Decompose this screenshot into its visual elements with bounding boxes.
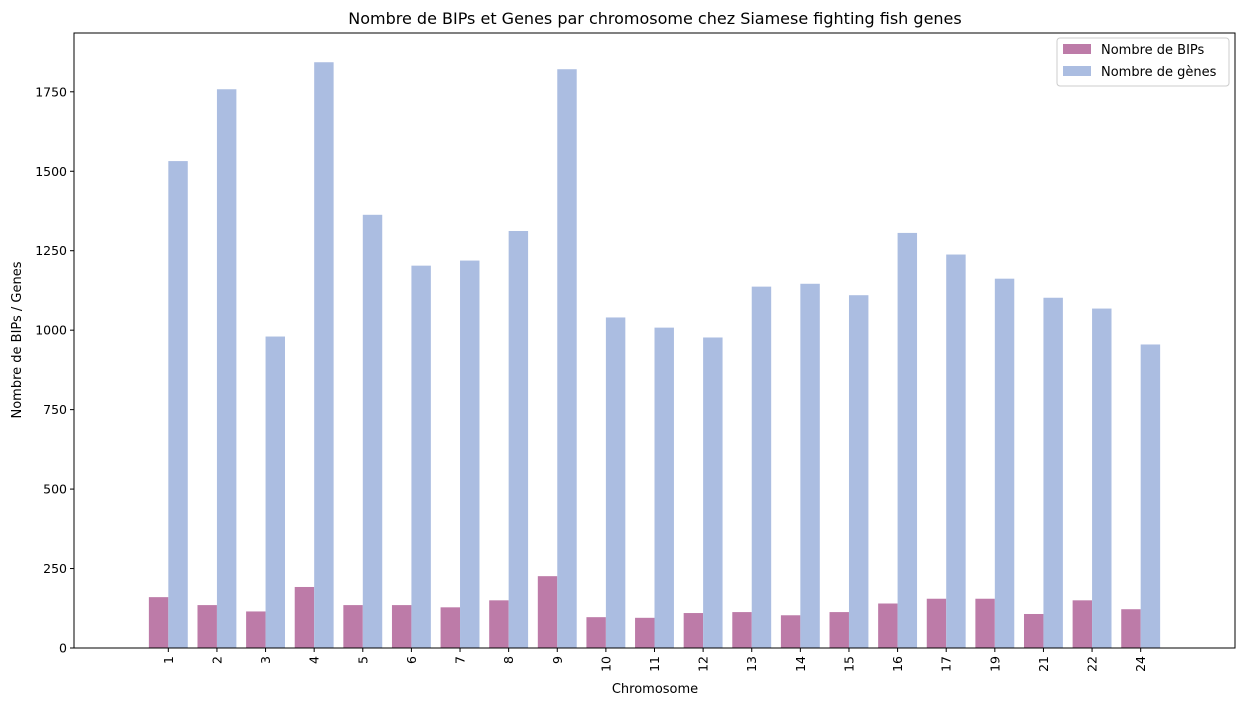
y-axis-label: Nombre de BIPs / Genes <box>10 261 25 418</box>
gene-bar-24 <box>1140 344 1161 648</box>
x-tick-label: 22 <box>1085 656 1100 672</box>
legend-label: Nombre de BIPs <box>1101 43 1205 58</box>
bip-bar-2 <box>197 605 217 648</box>
x-tick-label: 24 <box>1133 656 1148 672</box>
gene-bar-12 <box>703 337 723 648</box>
bip-bar-21 <box>1023 613 1044 648</box>
gene-bar-4 <box>314 62 334 649</box>
gene-bar-14 <box>800 283 820 648</box>
bip-bar-22 <box>1072 600 1093 648</box>
bip-bar-24 <box>1121 609 1141 648</box>
x-tick-label: 11 <box>647 656 662 672</box>
gene-bar-21 <box>1043 297 1063 648</box>
bip-bar-6 <box>391 605 412 648</box>
gene-bar-15 <box>848 295 869 648</box>
x-tick-label: 12 <box>696 656 711 672</box>
x-tick-label: 17 <box>939 656 954 672</box>
chart-title: Nombre de BIPs et Genes par chromosome c… <box>348 9 961 28</box>
gene-bar-19 <box>994 278 1015 648</box>
bip-bar-5 <box>343 605 363 648</box>
x-tick-label: 4 <box>307 656 322 664</box>
bars-group <box>148 62 1161 649</box>
gene-bar-5 <box>362 214 383 648</box>
gene-bar-8 <box>508 231 529 648</box>
y-tick-label: 750 <box>43 402 67 417</box>
bip-bar-19 <box>975 598 995 648</box>
bip-bar-17 <box>926 598 947 648</box>
x-tick-label: 2 <box>209 656 224 664</box>
gene-bar-10 <box>605 317 626 648</box>
legend-label: Nombre de gènes <box>1101 65 1217 80</box>
gene-bar-6 <box>411 265 431 648</box>
bip-bar-7 <box>440 607 461 648</box>
y-tick-label: 500 <box>43 482 67 497</box>
x-tick-label: 14 <box>793 656 808 672</box>
gene-bar-22 <box>1092 308 1112 648</box>
legend-swatch <box>1063 66 1091 76</box>
bip-bar-8 <box>489 600 509 648</box>
x-tick-label: 9 <box>550 656 565 664</box>
bip-bar-12 <box>683 613 704 648</box>
gene-bar-1 <box>168 161 188 648</box>
bip-bar-14 <box>780 615 801 648</box>
gene-bar-2 <box>216 89 237 649</box>
legend: Nombre de BIPs Nombre de gènes <box>1056 37 1230 87</box>
gene-bar-16 <box>897 232 918 648</box>
gene-bar-13 <box>751 286 772 648</box>
y-tick-label: 1500 <box>35 164 67 179</box>
x-tick-label: 1 <box>161 656 176 664</box>
x-tick-label: 6 <box>404 656 419 664</box>
bip-bar-1 <box>148 597 169 648</box>
bip-bar-4 <box>294 586 315 648</box>
bip-bar-15 <box>829 612 849 648</box>
x-tick-label: 13 <box>744 656 759 672</box>
x-tick-label: 5 <box>355 656 370 664</box>
y-tick-label: 1750 <box>35 84 67 99</box>
gene-bar-7 <box>460 260 480 648</box>
gene-bar-17 <box>946 254 966 648</box>
x-tick-label: 21 <box>1036 656 1051 672</box>
bip-bar-11 <box>635 617 655 648</box>
gene-bar-3 <box>265 336 286 648</box>
bip-bar-9 <box>537 576 558 648</box>
legend-swatch <box>1063 44 1091 54</box>
bip-bar-3 <box>246 611 266 648</box>
y-tick-label: 0 <box>59 641 67 656</box>
y-tick-label: 1250 <box>35 243 67 258</box>
x-tick-label: 8 <box>501 656 516 664</box>
x-tick-label: 10 <box>598 656 613 672</box>
y-tick-label: 1000 <box>35 323 67 338</box>
bip-bar-13 <box>732 612 752 648</box>
x-tick-label: 16 <box>890 656 905 672</box>
gene-bar-11 <box>654 327 674 648</box>
x-tick-label: 15 <box>841 656 856 672</box>
x-tick-label: 3 <box>258 656 273 664</box>
legend-box <box>1056 37 1230 87</box>
x-axis: 1 2 3 4 5 6 7 8 9 10 11 12 13 14 15 16 17 19 21 22 24 <box>161 648 1148 672</box>
x-axis-label: Chromosome <box>612 682 698 697</box>
x-tick-label: 19 <box>987 656 1002 672</box>
bip-bar-16 <box>878 603 898 648</box>
y-tick-label: 250 <box>43 561 67 576</box>
gene-bar-9 <box>557 69 577 649</box>
y-axis: 0 250 500 750 1000 1250 1500 1750 <box>35 84 74 656</box>
bip-bar-10 <box>586 617 606 648</box>
x-tick-label: 7 <box>453 656 468 664</box>
